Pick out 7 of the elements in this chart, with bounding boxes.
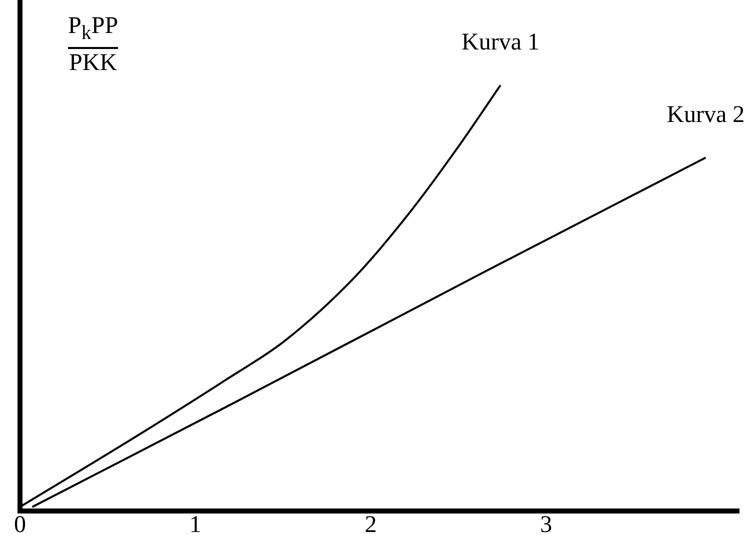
y-axis-title: P$_{k}$PP PKK — [68, 12, 118, 77]
x-tick-label: 3 — [540, 512, 552, 538]
x-tick-label: 0 — [14, 512, 26, 538]
series-label: Kurva 2 — [666, 102, 745, 128]
x-tick-label: 2 — [364, 512, 377, 538]
x-tick-label: 1 — [189, 512, 202, 538]
series-label: Kurva 1 — [462, 29, 540, 56]
